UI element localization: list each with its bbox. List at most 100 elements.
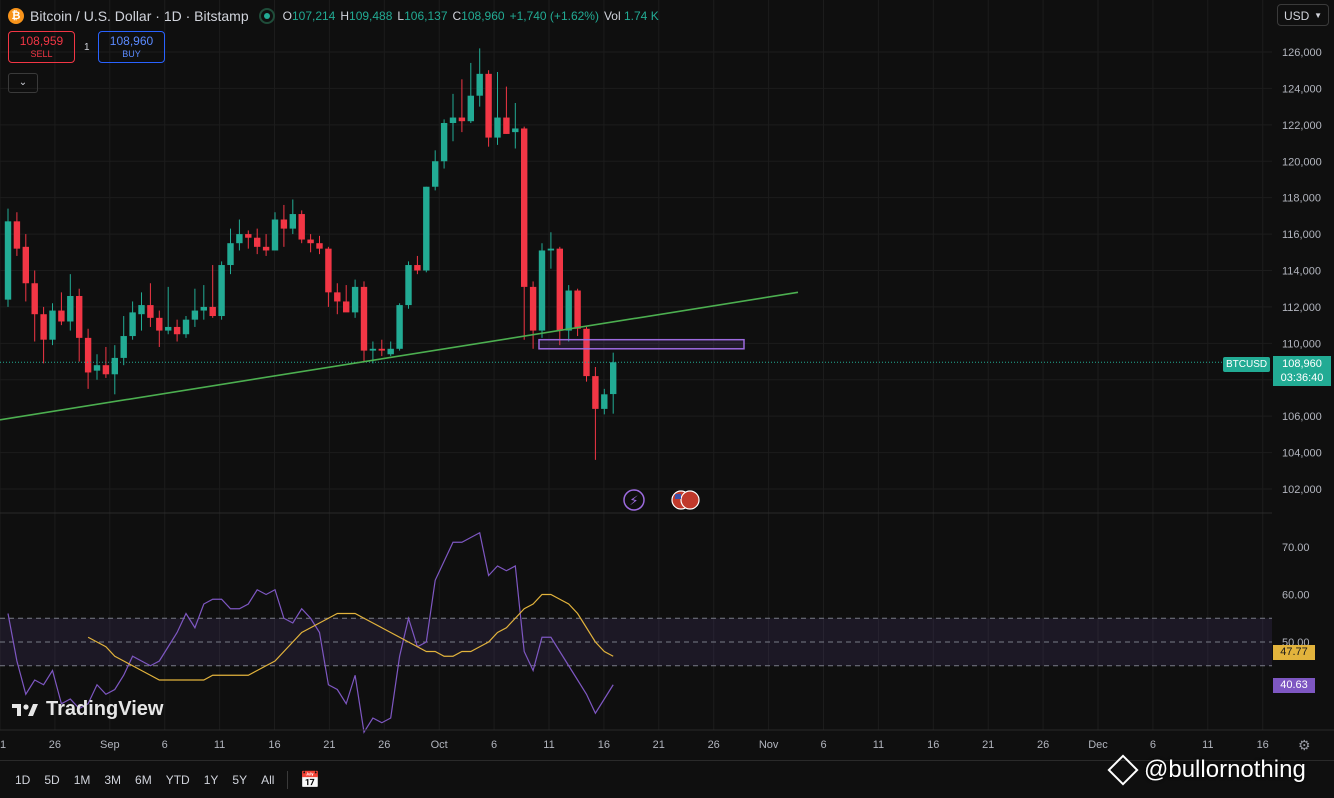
price-tick-label: 124,000 — [1282, 83, 1322, 95]
candle-body — [191, 310, 199, 320]
candle-body — [138, 305, 145, 315]
candle-body — [538, 250, 546, 331]
time-tick-label: 21 — [982, 739, 994, 751]
candle-body — [13, 221, 21, 249]
sell-button[interactable]: 108,959 SELL — [8, 31, 75, 63]
timeframe-5y[interactable]: 5Y — [232, 772, 248, 787]
high-value: H109,488 — [340, 9, 393, 23]
candle-body — [227, 243, 234, 266]
candle-body — [503, 117, 510, 134]
time-tick-label: 1 — [0, 739, 6, 751]
timeframe-3m[interactable]: 3M — [104, 772, 122, 787]
lightning-event-icon[interactable] — [623, 489, 645, 511]
candle-body — [22, 246, 29, 284]
candle-body — [289, 214, 296, 229]
price-tick-label: 102,000 — [1282, 484, 1322, 496]
candle-body — [521, 128, 528, 287]
timeframe-1d[interactable]: 1D — [15, 772, 31, 787]
logo-wordmark: TradingView — [46, 698, 164, 720]
candle-body — [360, 286, 368, 351]
candle-body — [120, 336, 127, 358]
time-tick-label: 26 — [708, 739, 720, 751]
market-open-icon — [258, 8, 275, 24]
candle-body — [405, 265, 412, 306]
candle-body — [334, 292, 341, 302]
candle-body — [396, 305, 403, 349]
candle-body — [165, 326, 172, 331]
rsi-tick-label: 70.00 — [1282, 542, 1310, 554]
timeframe-1y[interactable]: 1Y — [203, 772, 219, 787]
rsi-ma-tag: 47.77 — [1273, 645, 1315, 660]
time-tick-label: 6 — [491, 739, 497, 751]
price-tick-label: 116,000 — [1282, 229, 1321, 241]
chevron-down-icon: ▼ — [1314, 11, 1322, 20]
zone-rectangle[interactable] — [538, 338, 745, 350]
collapse-legend-button[interactable]: ⌄ — [8, 73, 38, 93]
timeframe-all[interactable]: All — [261, 772, 275, 787]
event-icons[interactable]: ⚡ — [623, 489, 700, 511]
candle-body — [147, 305, 154, 318]
time-tick-label: 6 — [1150, 739, 1156, 751]
candle-body — [182, 319, 190, 335]
candle-body — [440, 123, 448, 162]
candle-body — [432, 161, 439, 187]
candle-body — [245, 234, 252, 238]
time-axis[interactable]: 1 26 Sep 6 11 16 21 26 Oct 6 11 16 21 26 Nov 6 11 16 21 26 D… — [0, 729, 1334, 751]
candle-body — [67, 295, 74, 322]
candle-body — [262, 246, 270, 251]
candle-body — [316, 243, 323, 249]
symbol-title[interactable]: Bitcoin / U.S. Dollar · 1D · Bitstamp — [30, 8, 249, 24]
buy-button[interactable]: 108,960 BUY — [98, 31, 165, 63]
candle-body — [200, 306, 207, 311]
currency-value: USD — [1284, 9, 1310, 23]
candle-body — [467, 95, 474, 122]
trendline[interactable] — [0, 291, 799, 421]
candle-body — [93, 365, 101, 371]
candle-body — [378, 348, 385, 351]
candle-body — [556, 248, 563, 331]
time-tick-label: 6 — [820, 739, 826, 751]
candle-body — [485, 73, 492, 138]
candle-body — [129, 312, 136, 337]
candle-body — [31, 283, 38, 315]
timeframe-5d[interactable]: 5D — [44, 772, 60, 787]
candle-body — [565, 290, 572, 331]
rsi-value-tag: 40.63 — [1273, 678, 1315, 693]
order-quantity[interactable]: 1 — [84, 42, 90, 53]
chevron-down-icon: ⌄ — [18, 77, 28, 88]
candle-body — [351, 286, 359, 313]
change-value: +1,740 (+1.62%) — [509, 9, 599, 23]
diamond-icon — [1107, 754, 1139, 786]
time-tick-label: 26 — [1037, 739, 1049, 751]
tradingview-logo[interactable]: TradingView — [12, 698, 163, 721]
sell-price: 108,959 — [19, 34, 64, 48]
currency-select[interactable]: USD ▼ — [1277, 4, 1329, 26]
watermark: @bullornothing — [1107, 754, 1306, 786]
last-price-tag: 108,960 03:36:40 — [1273, 356, 1331, 386]
time-tick-label: Dec — [1088, 739, 1108, 751]
candle-body — [449, 117, 457, 124]
candle-body — [423, 186, 430, 271]
price-tick-label: 106,000 — [1282, 411, 1322, 423]
time-tick-label: 11 — [1202, 739, 1213, 751]
candle-body — [547, 248, 555, 251]
price-tick-label: 118,000 — [1282, 193, 1321, 205]
candle-body — [592, 376, 599, 409]
candle-body — [529, 286, 537, 331]
rsi-line — [7, 531, 614, 734]
us-flag-event-icon-2[interactable] — [680, 490, 700, 510]
price-tick-label: 120,000 — [1282, 156, 1322, 168]
gear-icon[interactable]: ⚙ — [1298, 737, 1311, 753]
candle-body — [209, 306, 216, 317]
timeframe-1m[interactable]: 1M — [73, 772, 91, 787]
candle-body — [476, 73, 483, 96]
timeframe-6m[interactable]: 6M — [135, 772, 152, 787]
time-tick-label: 16 — [268, 739, 280, 751]
calendar-range-icon[interactable]: 📅 — [300, 771, 321, 789]
time-tick-label: 11 — [214, 739, 225, 751]
candle-body — [84, 337, 92, 373]
timeframe-ytd[interactable]: YTD — [165, 772, 190, 787]
time-tick-label: 11 — [543, 739, 554, 751]
time-tick-label: 11 — [873, 739, 884, 751]
